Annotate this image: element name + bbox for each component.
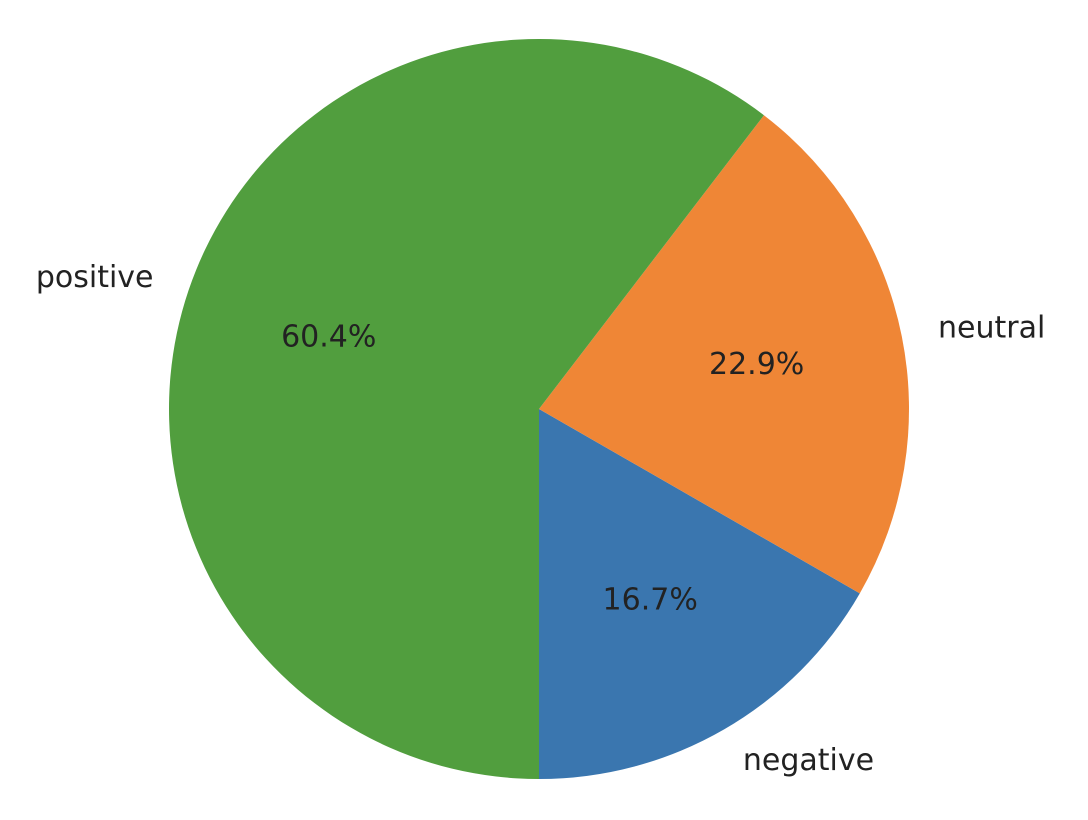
pie-slice (169, 39, 764, 780)
percent-label: 16.7% (603, 583, 698, 618)
percent-label: 60.4% (281, 319, 376, 354)
pie-slice (539, 115, 909, 594)
slice-label: positive (36, 260, 154, 295)
slice-label: negative (743, 743, 874, 778)
percent-label: 22.9% (709, 347, 804, 382)
slice-label: neutral (938, 310, 1045, 345)
pie-slice (539, 409, 860, 779)
